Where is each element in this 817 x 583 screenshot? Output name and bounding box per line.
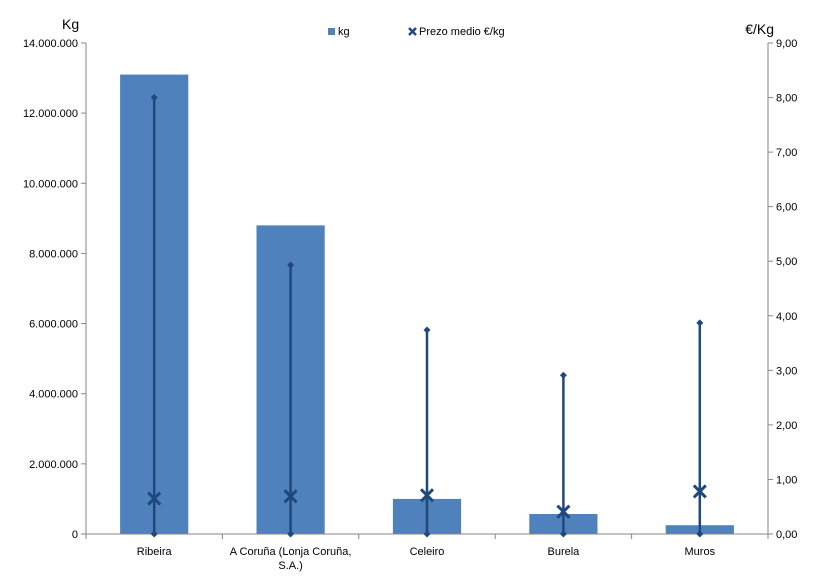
range-low-marker-1: [287, 530, 295, 538]
price-marker-stroke: [692, 484, 707, 499]
range-low-marker-4: [696, 530, 704, 538]
right-tick-label-7: 7,00: [776, 147, 797, 159]
price-marker-2: [419, 488, 435, 503]
range-high-marker-4: [696, 319, 704, 327]
right-tick-label-8: 8,00: [776, 93, 797, 105]
price-marker-stroke: [419, 488, 435, 503]
range-low-marker-3: [559, 530, 567, 538]
legend-price-marker: [408, 27, 417, 36]
x-tick-label-3: Burela: [548, 546, 581, 558]
price-marker-3: [556, 504, 571, 519]
right-tick-label-9: 9,00: [776, 38, 797, 50]
right-tick-label-1: 1,00: [776, 474, 797, 486]
left-tick-label-1: 2.000.000: [29, 459, 78, 471]
left-tick-label-0: 0: [72, 529, 78, 541]
legend: kg Prezo medio €/kg: [328, 26, 505, 38]
right-tick-label-2: 2,00: [776, 420, 797, 432]
x-tick-label-4: Muros: [685, 546, 716, 558]
left-tick-label-4: 8.000.000: [29, 248, 78, 260]
legend-kg-label: kg: [338, 26, 350, 38]
range-low-marker-0: [150, 530, 158, 538]
legend-kg-swatch: [328, 28, 335, 35]
right-tick-label-0: 0,00: [776, 529, 797, 541]
price-marker-stroke: [556, 504, 571, 519]
price-marker-stroke: [283, 489, 298, 504]
range-low-marker-2: [423, 530, 431, 538]
left-tick-label-3: 6.000.000: [29, 319, 78, 331]
range-high-marker-2: [423, 326, 431, 334]
range-high-marker-1: [287, 261, 295, 269]
price-marker-stroke: [147, 491, 162, 506]
price-marker-1: [283, 489, 298, 504]
price-marker-4: [692, 484, 707, 499]
range-high-marker-0: [150, 94, 158, 102]
left-tick-label-7: 14.000.000: [23, 38, 78, 50]
range-high-marker-3: [559, 371, 567, 379]
x-tick-label-1: A Coruña (Lonja Coruña, S.A.): [230, 546, 352, 572]
price-marker-0: [147, 491, 162, 506]
right-tick-label-3: 3,00: [776, 365, 797, 377]
right-tick-label-4: 4,00: [776, 311, 797, 323]
right-tick-label-6: 6,00: [776, 202, 797, 214]
left-tick-label-5: 10.000.000: [23, 178, 78, 190]
x-tick-label-2: Celeiro: [410, 546, 445, 558]
right-tick-label-5: 5,00: [776, 256, 797, 268]
plot-area: 0 2.000.000 4.000.000 6.000.000 8.000.000 10.…: [23, 38, 797, 572]
legend-price-label: Prezo medio €/kg: [419, 26, 505, 38]
left-axis-unit: Kg: [62, 16, 79, 32]
left-tick-label-6: 12.000.000: [23, 108, 78, 120]
left-tick-label-2: 4.000.000: [29, 389, 78, 401]
x-tick-label-0: Ribeira: [137, 546, 173, 558]
right-axis-unit: €/Kg: [745, 21, 774, 37]
